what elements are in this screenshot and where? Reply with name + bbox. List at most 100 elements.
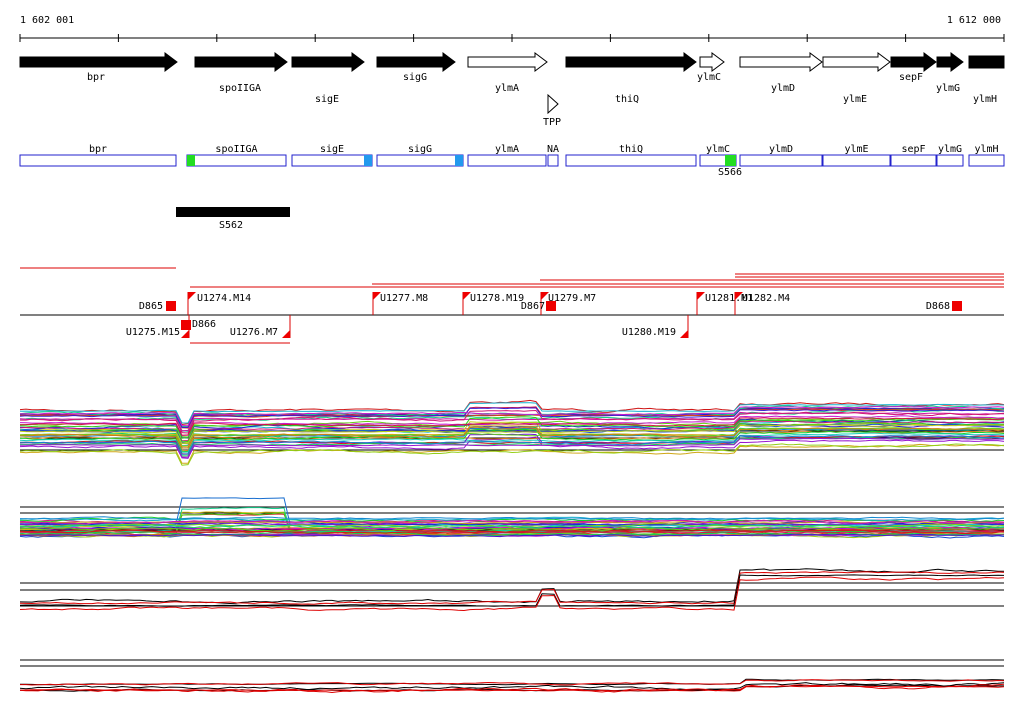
expression-trace: [19, 407, 1005, 429]
feature-label: U1279.M7: [548, 293, 596, 304]
feature-square: [546, 301, 556, 311]
feature-square: [952, 301, 962, 311]
gene-arrow: [739, 52, 823, 72]
feature-label: D866: [192, 319, 216, 330]
feature-flag: [697, 292, 705, 300]
expression-trace: [19, 523, 1005, 529]
expression-trace: [19, 516, 1005, 521]
feature-flag: [463, 292, 471, 300]
ruler-end: 1 612 000: [947, 15, 1001, 26]
expression-trace: [19, 417, 1005, 436]
cds-box: [376, 154, 464, 167]
expression-trace: [19, 576, 1005, 612]
gene-label: bpr: [87, 72, 105, 83]
feature-flag: [373, 292, 381, 300]
gene-arrow: [467, 52, 548, 72]
riboswitch-mark: [547, 93, 559, 115]
cds-label: ylmG: [938, 144, 962, 155]
cds-box: [19, 154, 177, 167]
gene-arrow: [565, 52, 697, 72]
gene-arrow: [968, 55, 1005, 69]
feature-flag: [735, 292, 743, 300]
feature-flag: [541, 292, 549, 300]
gene-label: spoIIGA: [219, 83, 261, 94]
feature-label: U1280.M19: [622, 327, 676, 338]
cds-box: [565, 154, 697, 167]
cds-label: sigG: [408, 144, 432, 155]
expression-trace: [19, 574, 1005, 607]
expression-trace: [19, 399, 1005, 426]
expression-trace: [19, 416, 1005, 439]
cds-label: sigE: [320, 144, 344, 155]
cds-label: thiQ: [619, 144, 643, 155]
feature-label: U1281.M1: [705, 293, 753, 304]
expression-trace: [19, 529, 1005, 534]
feature-label: U1278.M19: [470, 293, 524, 304]
gene-label: sepF: [899, 72, 923, 83]
feature-label: U1276.M7: [230, 327, 278, 338]
cds-box: [186, 154, 287, 167]
gene-label: ylmA: [495, 83, 519, 94]
gene-arrow: [376, 52, 456, 72]
feature-flag: [188, 292, 196, 300]
binding-site-label: S566: [718, 167, 742, 178]
cds-box: [936, 154, 964, 167]
cds-label: ylmD: [769, 144, 793, 155]
cds-label: bpr: [89, 144, 107, 155]
feature-square: [181, 320, 191, 330]
cds-box: [968, 154, 1005, 167]
feature-flag: [181, 330, 189, 338]
expression-trace: [19, 443, 1005, 464]
expression-trace: [19, 533, 1005, 538]
riboswitch-label: TPP: [543, 117, 561, 128]
cds-mark: [187, 155, 195, 166]
feature-flag: [282, 330, 290, 338]
feature-label: D868: [926, 301, 950, 312]
cds-box: [822, 154, 891, 167]
gene-arrow: [936, 52, 964, 72]
gene-arrow: [291, 52, 365, 72]
expression-trace: [19, 432, 1005, 453]
ruler-start: 1 602 001: [20, 15, 74, 26]
gene-arrow: [699, 52, 725, 72]
expression-trace: [19, 519, 1005, 525]
gene-arrow: [194, 52, 288, 72]
cds-label: ylmH: [974, 144, 998, 155]
expression-trace: [20, 426, 1005, 449]
expression-trace: [19, 683, 1005, 694]
expression-trace: [19, 424, 1005, 445]
cds-box: [547, 154, 559, 167]
expression-trace: [19, 443, 1005, 466]
gene-label: thiQ: [615, 94, 639, 105]
feature-label: U1274.M14: [197, 293, 251, 304]
gene-label: ylmG: [936, 83, 960, 94]
expression-trace: [19, 436, 1005, 457]
expression-trace: [19, 571, 1005, 605]
gene-label: sigE: [315, 94, 339, 105]
cds-mark: [725, 155, 736, 166]
expression-trace: [19, 682, 1005, 691]
cds-label: ylmC: [706, 144, 730, 155]
expression-trace: [19, 402, 1005, 424]
cds-label: sepF: [901, 144, 925, 155]
cds-box: [890, 154, 937, 167]
cds-label: NA: [547, 144, 559, 155]
cds-label: ylmA: [495, 144, 519, 155]
expression-trace: [20, 679, 1005, 686]
expression-trace: [20, 405, 1005, 427]
expression-trace: [19, 435, 1005, 455]
feature-square: [166, 301, 176, 311]
cds-mark: [455, 155, 463, 166]
expression-trace: [19, 529, 1004, 534]
feature-label: U1275.M15: [126, 327, 180, 338]
gene-arrow: [19, 52, 178, 72]
expression-trace: [19, 568, 1004, 605]
feature-label: U1277.M8: [380, 293, 428, 304]
cds-box: [467, 154, 547, 167]
segment-label: S562: [219, 220, 243, 231]
cds-label: ylmE: [844, 144, 868, 155]
cds-box: [739, 154, 823, 167]
expression-trace: [19, 420, 1005, 442]
expression-trace: [19, 516, 1005, 522]
